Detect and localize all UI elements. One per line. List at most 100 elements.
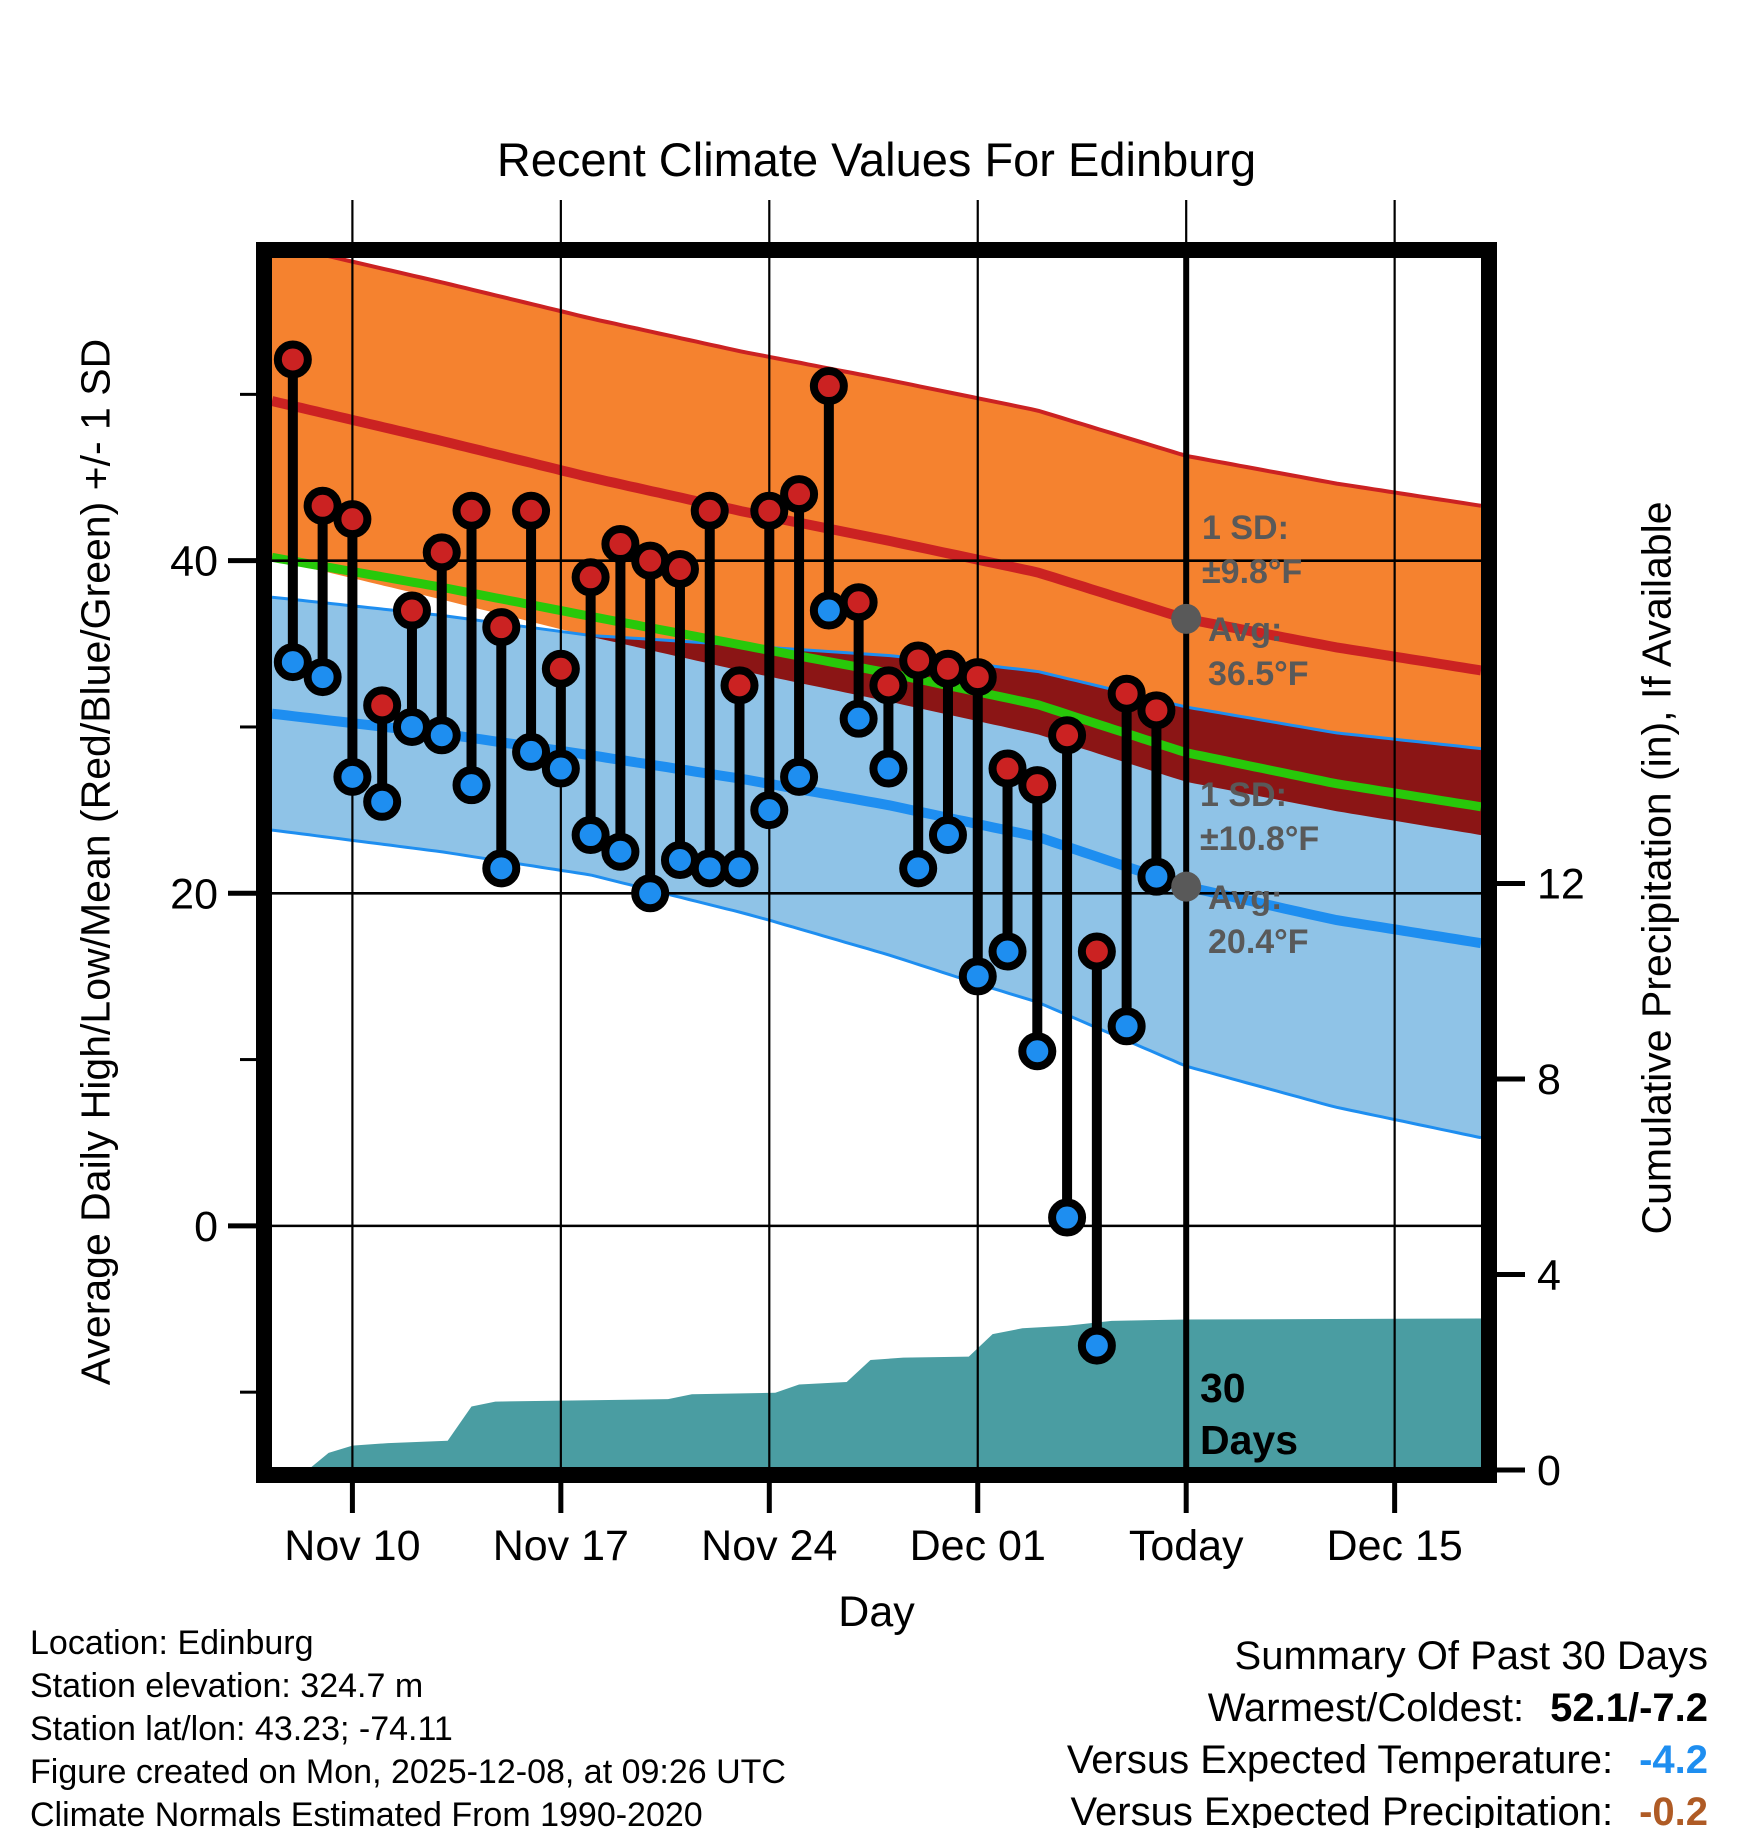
summary-value: -0.2 [1639,1790,1708,1828]
tick-label: 40 [170,538,218,586]
low-dot [631,874,670,913]
low-dot [333,757,372,796]
summary-title: Summary Of Past 30 Days [1234,1634,1708,1678]
high-dot [392,591,431,630]
left-axis-label: Average Daily High/Low/Mean (Red/Blue/Gr… [72,338,119,1386]
avg-high-label: Avg: [1208,611,1283,649]
high-band [272,258,1481,836]
high-dot [750,491,789,530]
summary-value: -4.2 [1639,1738,1708,1782]
sd-low-annotation: 1 SD: ±10.8°F [1200,773,1319,861]
x-axis-label: Day [838,1588,915,1636]
page-title: Recent Climate Values For Edinburg [496,133,1257,186]
low-dot [958,957,997,996]
high-dot [899,641,938,680]
low-dot [690,849,729,888]
avg-high-annotation: Avg: 36.5°F [1208,608,1309,696]
high-dot [482,608,521,647]
low-dot [1018,1032,1057,1071]
avg-high-marker [1171,603,1202,634]
tick-label: 12 [1537,861,1585,909]
high-dot [631,541,670,580]
high-dot [422,533,461,572]
high-dot [988,749,1027,788]
high-dot [363,686,402,725]
daily-dots [273,340,1176,1365]
climate-normals: Climate Normals Estimated From 1990-2020 [30,1796,703,1828]
sd-high-label: 1 SD: [1202,509,1289,547]
high-dot [958,658,997,697]
plot-border [256,242,1497,1483]
daily-stems [287,359,1162,1346]
high-dot [1048,716,1087,755]
avg-low-value: 20.4°F [1208,923,1309,961]
station-info: Location: Edinburg Station elevation: 32… [30,1622,786,1828]
avg-high-value: 36.5°F [1208,655,1309,693]
low-dot [571,816,610,855]
high-dot [452,491,491,530]
high-dot [303,486,342,525]
summary-label: Warmest/Coldest: [1207,1686,1525,1730]
high-dot [273,340,312,379]
high-dot [928,649,967,688]
low-dot [601,832,640,871]
low-dot [899,849,938,888]
tick-label: Dec 01 [910,1522,1046,1570]
summary-row-vs-precip: Versus Expected Precipitation: -0.2 [1067,1786,1708,1828]
tick-label: Dec 15 [1327,1522,1463,1570]
tick-label: 8 [1537,1056,1561,1104]
tick-label: 4 [1537,1252,1561,1300]
summary-past-30-days: Summary Of Past 30 Days Warmest/Coldest:… [1067,1630,1708,1828]
station-elevation: Station elevation: 324.7 m [30,1667,424,1705]
summary-label: Versus Expected Temperature: [1066,1738,1614,1782]
high-dot [601,525,640,564]
tick-label: 0 [1537,1447,1561,1495]
period-annotation: 30 Days [1200,1362,1298,1466]
tick-label: 20 [170,870,218,918]
low-dot [452,766,491,805]
avg-low-label: Avg: [1208,879,1283,917]
low-dot [988,932,1027,971]
low-dot [780,757,819,796]
low-dot [839,699,878,738]
low-dot [869,749,908,788]
high-dot [809,367,848,406]
high-dot [780,475,819,514]
low-dot [392,707,431,746]
low-dot [1077,1326,1116,1365]
low-dot [809,591,848,630]
high-dot [690,491,729,530]
low-dot [1137,857,1176,896]
high-dot [571,558,610,597]
high-dot [1107,674,1146,713]
low-dot [273,643,312,682]
high-dot [839,583,878,622]
summary-row-vs-temp: Versus Expected Temperature: -4.2 [1067,1734,1708,1786]
summary-value: 52.1/-7.2 [1550,1686,1708,1730]
high-dot [541,649,580,688]
low-dot [660,841,699,880]
sd-high-value: ±9.8°F [1202,553,1303,591]
low-dot [512,732,551,771]
low-dot [1107,1007,1146,1046]
high-dot [660,549,699,588]
low-dot [928,816,967,855]
high-dot [512,491,551,530]
tick-label: Nov 10 [284,1522,420,1570]
right-axis-label: Cumulative Precipitation (in), If Availa… [1633,501,1680,1235]
low-dot [720,849,759,888]
station-location: Location: Edinburg [30,1624,314,1662]
avg-high-line [272,396,1481,676]
period-line1: 30 [1200,1365,1246,1411]
avg-low-marker [1171,871,1202,902]
sd-low-label: 1 SD: [1200,776,1287,814]
low-dot [303,658,342,697]
tick-label: 0 [194,1203,218,1251]
high-dot [1018,766,1057,805]
sd-low-value: ±10.8°F [1200,820,1320,858]
high-dot [1077,932,1116,971]
plot-area [272,258,1481,1467]
high-dot [720,666,759,705]
